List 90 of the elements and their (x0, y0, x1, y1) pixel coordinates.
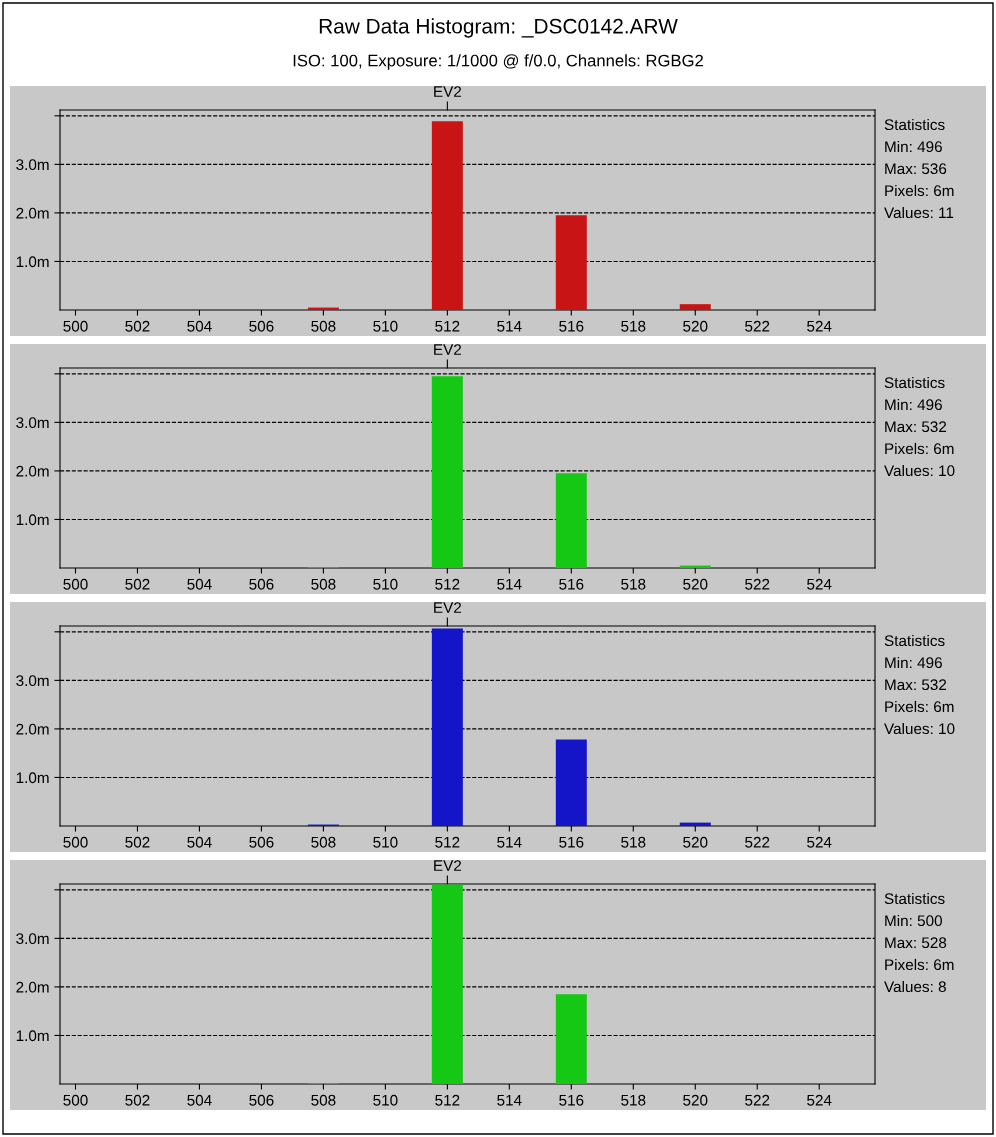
chart-subtitle: ISO: 100, Exposure: 1/1000 @ f/0.0, Channels: RGBG2 (293, 54, 703, 70)
x-tick-label: 518 (621, 320, 646, 332)
y-tick-label: 1.0m (16, 256, 49, 268)
x-tick-label: 510 (373, 836, 398, 848)
x-tick-label: 518 (621, 836, 646, 848)
x-tick-label: 514 (497, 320, 522, 332)
x-tick-label: 524 (807, 836, 832, 848)
x-tick-label: 518 (621, 1094, 646, 1106)
text: Min: 496 (885, 656, 942, 669)
x-tick-label: 520 (683, 1094, 708, 1106)
x-tick-label: 500 (63, 1094, 88, 1106)
x-tick-label: 522 (745, 1094, 770, 1106)
x-tick-label: 524 (807, 578, 832, 590)
x-tick-label: 500 (63, 836, 88, 848)
y-tick-label: 2.0m (16, 207, 49, 219)
x-tick-label: 514 (497, 1094, 522, 1106)
text: Pixels: 6m (885, 442, 954, 455)
x-tick-label: 516 (559, 1094, 584, 1106)
text: Statistics (884, 118, 945, 131)
text: Statistics (884, 376, 945, 389)
y-tick-label: 2.0m (16, 465, 49, 477)
x-tick-label: 502 (125, 320, 150, 332)
x-tick-label: 520 (683, 320, 708, 332)
ref-line-label: EV2 (434, 860, 462, 871)
x-tick-label: 522 (745, 578, 770, 590)
text: Max: 532 (885, 679, 947, 691)
x-tick-label: 524 (807, 1094, 832, 1106)
text: Values: 10 (884, 722, 955, 735)
x-tick-label: 510 (373, 1094, 398, 1106)
text: Statistics (884, 634, 945, 647)
x-tick-label: 516 (559, 578, 584, 590)
x-tick-label: 516 (559, 320, 584, 332)
x-tick-label: 510 (373, 578, 398, 590)
x-tick-label: 506 (249, 578, 274, 590)
text: Min: 496 (885, 140, 942, 153)
x-tick-label: 504 (187, 836, 212, 848)
y-tick-label: 3.0m (16, 159, 49, 171)
text: Pixels: 6m (885, 700, 954, 713)
text: Max: 528 (885, 937, 947, 949)
x-tick-label: 516 (559, 836, 584, 848)
ref-line-label: EV2 (434, 602, 462, 613)
x-tick-label: 520 (683, 578, 708, 590)
text: Values: 10 (884, 464, 955, 477)
x-tick-label: 520 (683, 836, 708, 848)
y-tick-label: 3.0m (16, 675, 49, 687)
x-tick-label: 504 (187, 578, 212, 590)
text: Min: 496 (885, 398, 942, 411)
x-tick-label: 502 (125, 836, 150, 848)
x-tick-label: 500 (63, 578, 88, 590)
y-tick-label: 1.0m (16, 514, 49, 526)
x-tick-label: 512 (435, 1094, 460, 1106)
x-tick-label: 514 (497, 836, 522, 848)
x-tick-label: 508 (311, 320, 336, 332)
ref-line-label: EV2 (434, 344, 462, 355)
ref-line-label: EV2 (434, 86, 462, 97)
x-tick-label: 508 (311, 836, 336, 848)
x-tick-label: 522 (745, 836, 770, 848)
x-tick-label: 504 (187, 1094, 212, 1106)
x-tick-label: 524 (807, 320, 832, 332)
x-tick-label: 500 (63, 320, 88, 332)
x-tick-label: 508 (311, 578, 336, 590)
y-tick-label: 3.0m (16, 933, 49, 945)
x-tick-label: 522 (745, 320, 770, 332)
x-tick-label: 506 (249, 320, 274, 332)
text: Pixels: 6m (885, 184, 954, 197)
text: Min: 500 (885, 914, 942, 927)
x-tick-label: 512 (435, 320, 460, 332)
y-tick-label: 1.0m (16, 772, 49, 784)
x-tick-label: 514 (497, 578, 522, 590)
x-tick-label: 506 (249, 836, 274, 848)
y-tick-label: 1.0m (16, 1030, 49, 1042)
x-tick-label: 512 (435, 578, 460, 590)
x-tick-label: 512 (435, 836, 460, 848)
text: Values: 8 (884, 980, 946, 993)
text: Pixels: 6m (885, 958, 954, 971)
y-tick-label: 2.0m (16, 723, 49, 735)
x-tick-label: 506 (249, 1094, 274, 1106)
y-tick-label: 2.0m (16, 981, 49, 993)
chart-title: Raw Data Histogram: _DSC0142.ARW (319, 18, 678, 38)
text: Max: 536 (885, 163, 947, 175)
text: Statistics (884, 892, 945, 905)
x-tick-label: 518 (621, 578, 646, 590)
x-tick-label: 510 (373, 320, 398, 332)
x-tick-label: 502 (125, 578, 150, 590)
text: Max: 532 (885, 421, 947, 433)
y-tick-label: 3.0m (16, 417, 49, 429)
x-tick-label: 508 (311, 1094, 336, 1106)
text: Values: 11 (884, 206, 954, 219)
x-tick-label: 504 (187, 320, 212, 332)
x-tick-label: 502 (125, 1094, 150, 1106)
